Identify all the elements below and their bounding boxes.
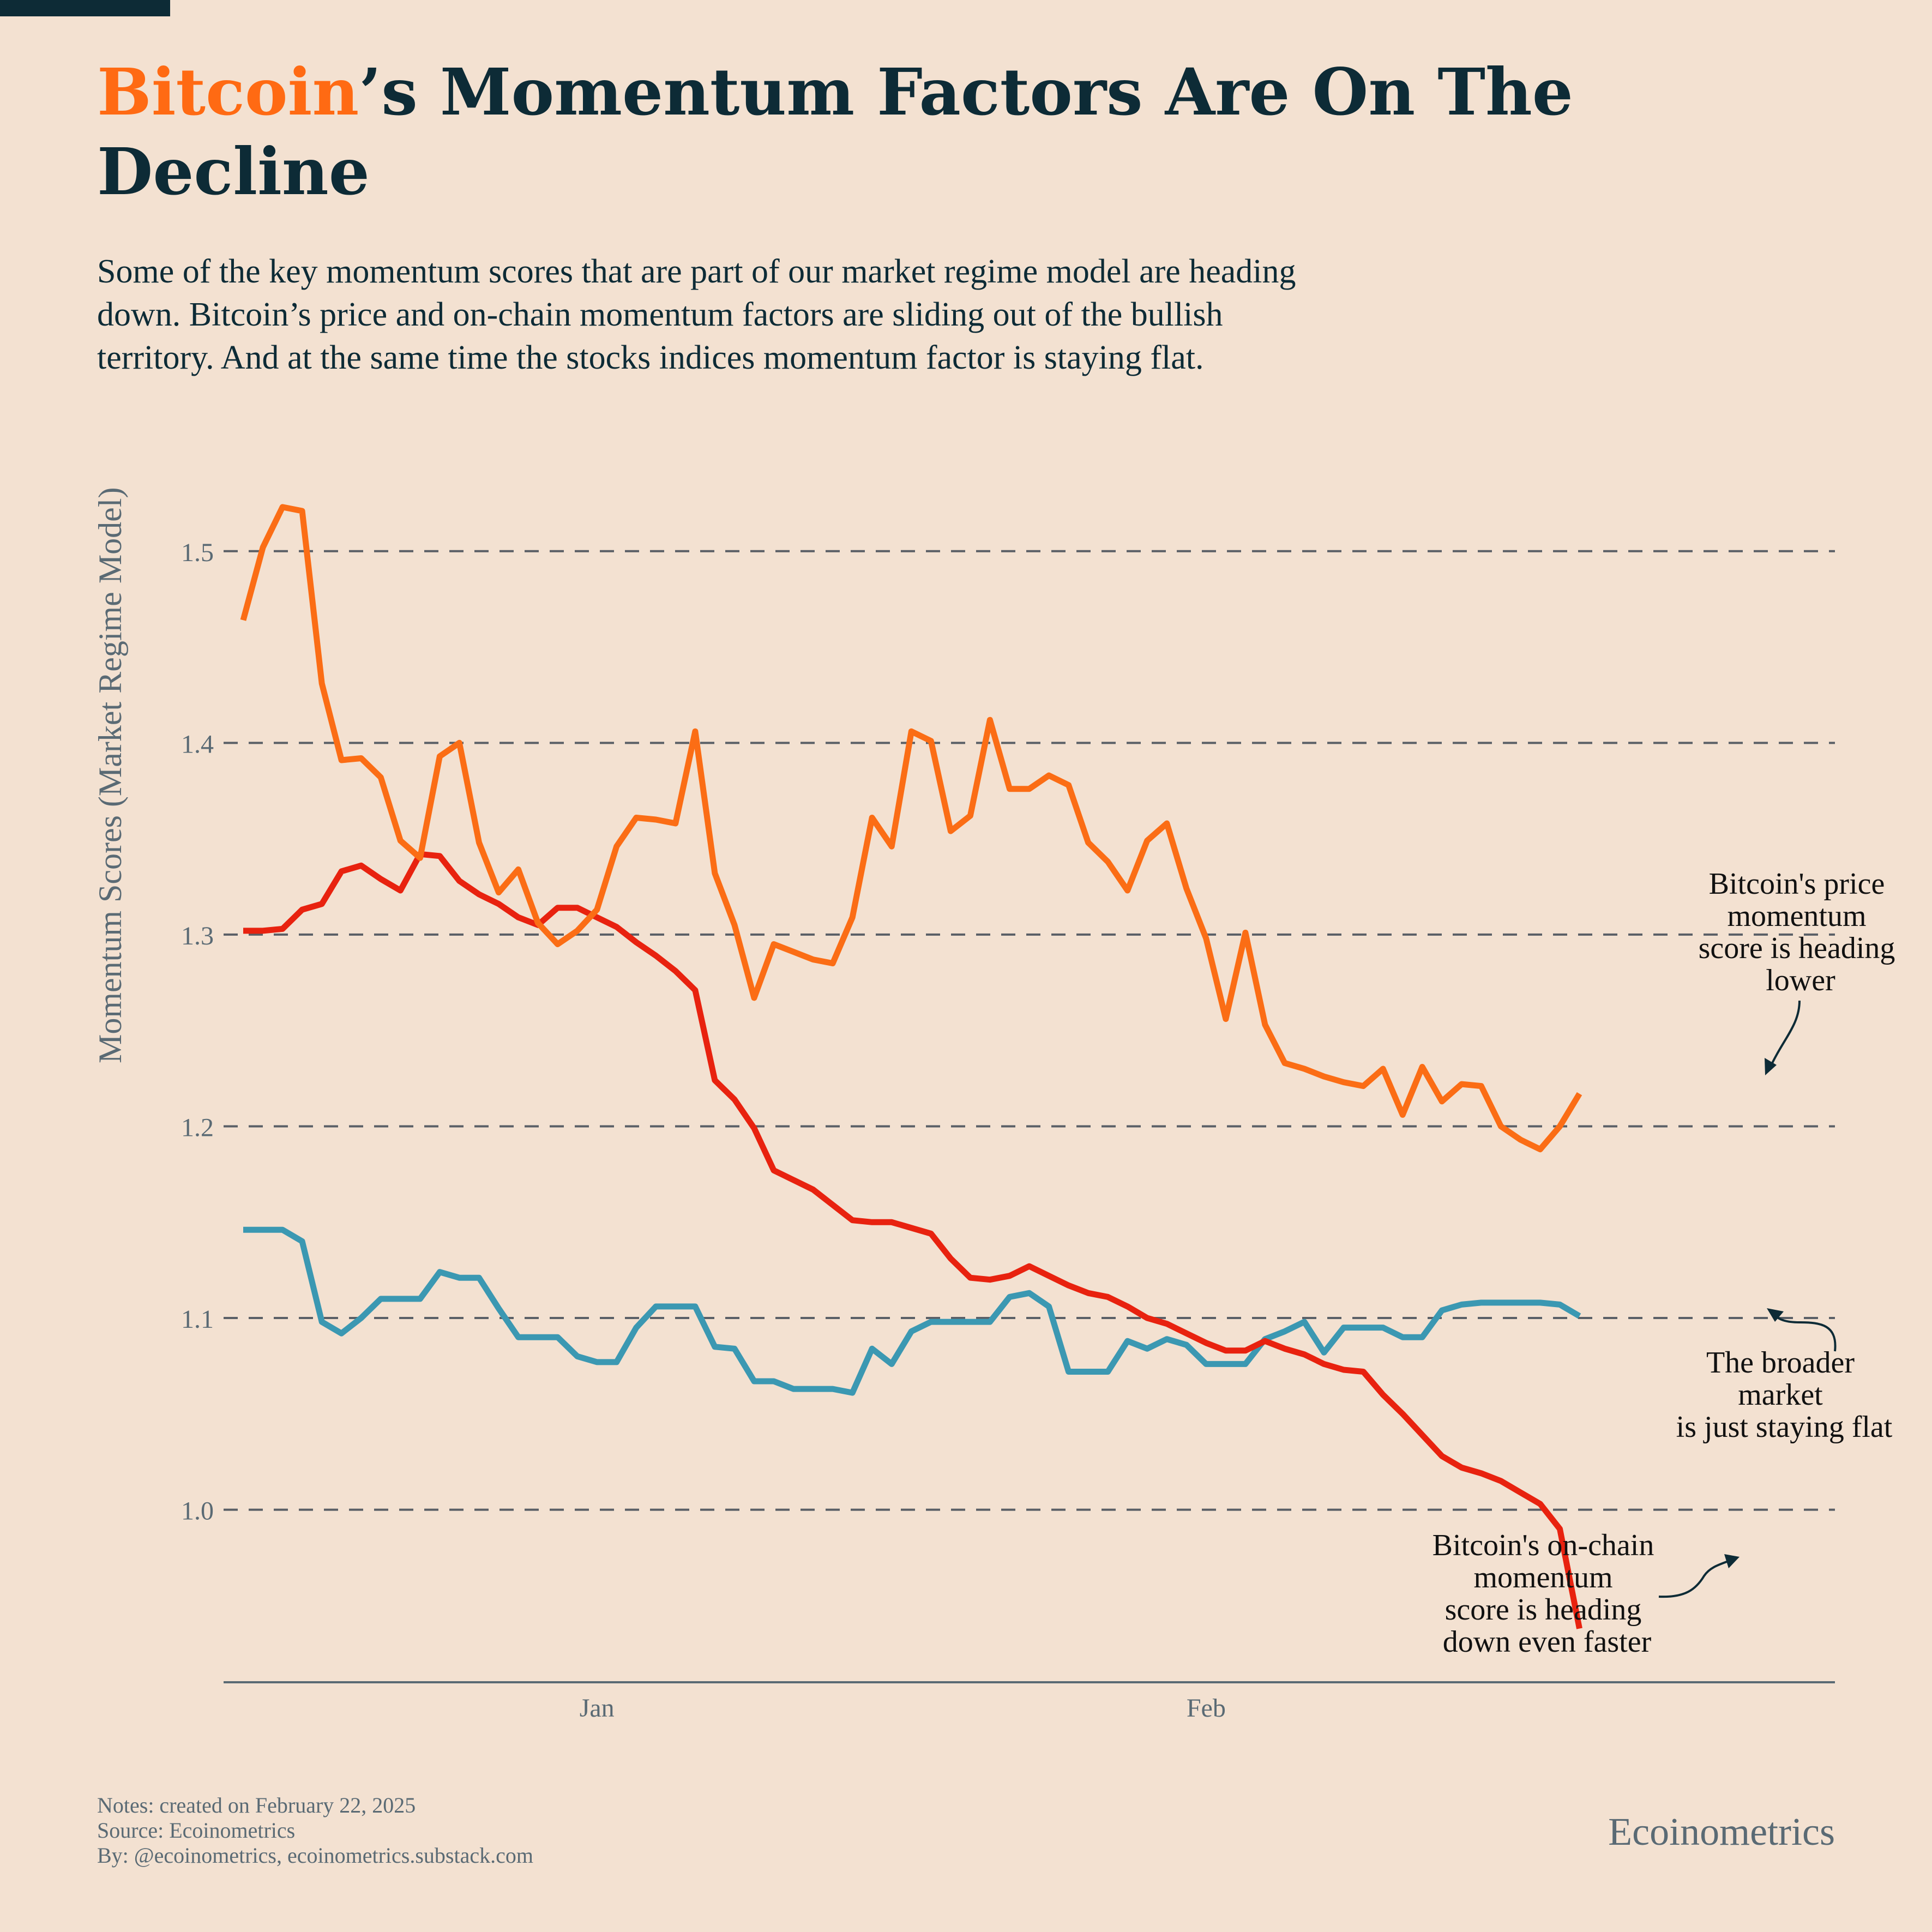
y-tick-label: 1.0	[181, 1497, 214, 1526]
x-tick-label-feb: Feb	[1187, 1694, 1226, 1723]
title-highlight: Bitcoin	[97, 54, 359, 130]
corner-accent-bar	[0, 0, 170, 16]
annotation-price-line-2: momentum	[1727, 899, 1866, 933]
annotation-onchain-arrow	[1658, 1560, 1730, 1598]
annotation-market-line-3: is just staying flat	[1676, 1410, 1893, 1444]
annotation-onchain-line-2: momentum	[1473, 1561, 1612, 1594]
title-line1-rest: ’s Momentum Factors Are On The	[359, 54, 1573, 130]
annotation-market-arrow	[1772, 1313, 1837, 1352]
subtitle-line-3: territory. And at the same time the stoc…	[97, 339, 1203, 376]
annotation-onchain-line-4: down even faster	[1443, 1625, 1652, 1659]
annotation-price-arrowhead	[1765, 1058, 1777, 1075]
grid-lines	[224, 550, 1835, 1511]
annotation-price-line-4: lower	[1766, 964, 1835, 997]
series-line-broader-market	[243, 1226, 1581, 1396]
series-line-onchain-momentum	[243, 851, 1582, 1629]
y-tick-label: 1.2	[181, 1113, 214, 1142]
footer-by: By: @ecoinometrics, ecoinometrics.substa…	[97, 1843, 533, 1868]
annotation-onchain-momentum: Bitcoin's on-chain momentum score is hea…	[1433, 1528, 1662, 1659]
y-axis-label: Momentum Scores (Market Regime Model)	[92, 487, 128, 1063]
annotation-market-arrowhead	[1767, 1308, 1784, 1322]
footer-brand: Ecoinometrics	[1608, 1810, 1835, 1853]
subtitle-line-1: Some of the key momentum scores that are…	[97, 253, 1296, 290]
series-line-price-momentum	[240, 504, 1582, 1153]
y-tick-label: 1.4	[181, 730, 214, 759]
annotation-market-line-2: market	[1738, 1378, 1823, 1412]
annotation-broader-market: The broader market is just staying flat	[1676, 1346, 1893, 1444]
annotation-onchain-line-1: Bitcoin's on-chain	[1433, 1528, 1654, 1562]
page-title: Bitcoin’s Momentum Factors Are On The	[97, 54, 1573, 130]
y-tick-label: 1.1	[181, 1305, 214, 1334]
annotation-price-line-3: score is heading	[1699, 931, 1895, 965]
annotation-onchain-arrowhead	[1724, 1554, 1740, 1568]
page-title-line2: Decline	[97, 134, 370, 209]
annotation-price-arrow	[1768, 1000, 1801, 1069]
series-lines	[240, 504, 1582, 1629]
annotation-price-line-1: Bitcoin's price	[1709, 867, 1885, 901]
footer-source: Source: Ecoinometrics	[97, 1818, 295, 1843]
y-tick-label: 1.3	[181, 922, 214, 950]
annotation-onchain-line-3: score is heading	[1445, 1593, 1642, 1627]
subtitle-line-2: down. Bitcoin’s price and on-chain momen…	[97, 296, 1223, 333]
annotation-price-momentum: Bitcoin's price momentum score is headin…	[1699, 867, 1903, 997]
y-tick-label: 1.5	[181, 538, 214, 567]
annotation-market-line-1: The broader	[1706, 1346, 1855, 1380]
y-tick-labels: 1.0 1.1 1.2 1.3 1.4 1.5	[181, 538, 214, 1526]
x-tick-label-jan: Jan	[580, 1694, 615, 1723]
footer-notes: Notes: created on February 22, 2025	[97, 1793, 416, 1817]
x-tick-labels: Jan Feb	[580, 1694, 1226, 1723]
